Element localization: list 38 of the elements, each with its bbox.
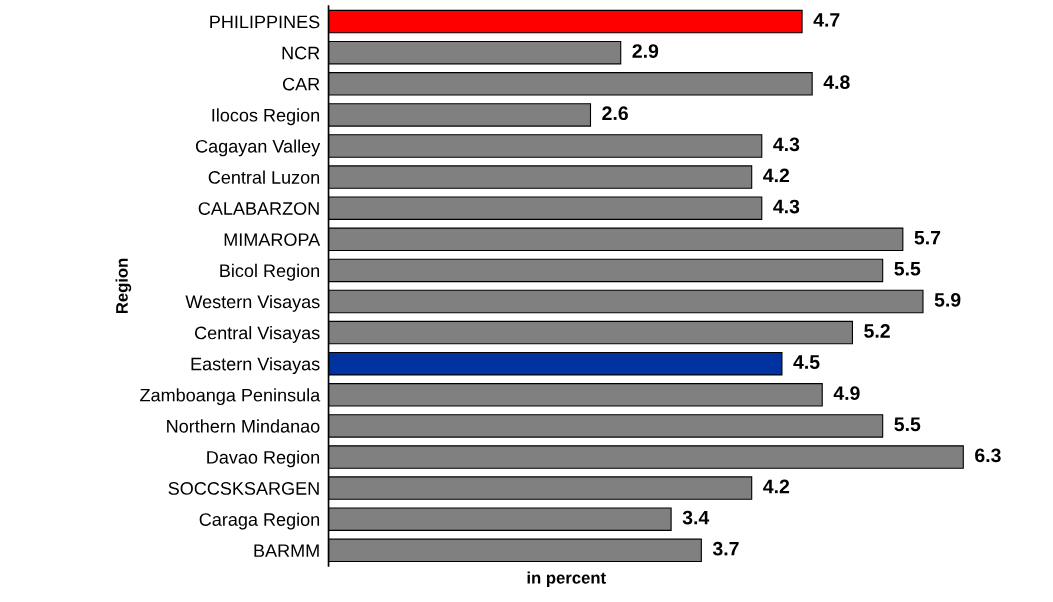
y-tick-label: Caraga Region [199, 512, 320, 530]
y-tick-label: Northern Mindanao [167, 419, 320, 433]
data-label: 4.9 [833, 386, 860, 401]
data-label: 5.2 [864, 324, 890, 338]
y-tick-label: PHILIPPINES [210, 15, 320, 29]
data-label: 5.5 [894, 262, 921, 276]
data-label: 4.2 [763, 168, 790, 183]
y-tick-label: MIMAROPA [224, 233, 321, 247]
y-tick-label: BARMM [254, 544, 319, 557]
y-axis-title: Region [115, 258, 132, 314]
data-label: 4.8 [823, 75, 850, 89]
data-label: 4.2 [763, 479, 790, 494]
y-tick-label: Eastern Visayas [191, 357, 320, 374]
y-tick-label: Ilocos Region [212, 108, 320, 126]
data-label: 3.4 [682, 510, 710, 525]
y-tick-label: Central Visayas [195, 326, 320, 343]
data-label: 5.9 [934, 292, 961, 307]
y-tick-label: NCR [282, 46, 320, 60]
y-tick-label: CAR [283, 77, 320, 91]
data-label: 4.3 [773, 137, 800, 152]
data-label: 4.3 [773, 199, 800, 214]
y-tick-label: Davao Region [207, 450, 320, 468]
y-tick-label: Zamboanga Peninsula [140, 388, 321, 406]
y-tick-label: CALABARZON [198, 202, 319, 215]
y-tick-label: Central Luzon [208, 170, 320, 184]
data-label: 6.3 [975, 448, 1001, 463]
y-tick-label: Cagayan Valley [195, 139, 321, 157]
x-axis-title: in percent [527, 571, 606, 588]
y-tick-label: Western Visayas [185, 294, 320, 312]
data-label: 2.9 [632, 44, 659, 58]
data-label: 4.7 [813, 13, 840, 27]
data-label: 3.7 [712, 541, 739, 556]
data-label: 2.6 [602, 106, 628, 121]
data-label: 5.5 [894, 417, 921, 432]
data-label: 5.7 [914, 230, 941, 245]
y-tick-label: SOCCSKSARGEN [168, 482, 319, 495]
data-label: 4.5 [793, 355, 820, 369]
y-tick-label: Bicol Region [220, 263, 320, 281]
